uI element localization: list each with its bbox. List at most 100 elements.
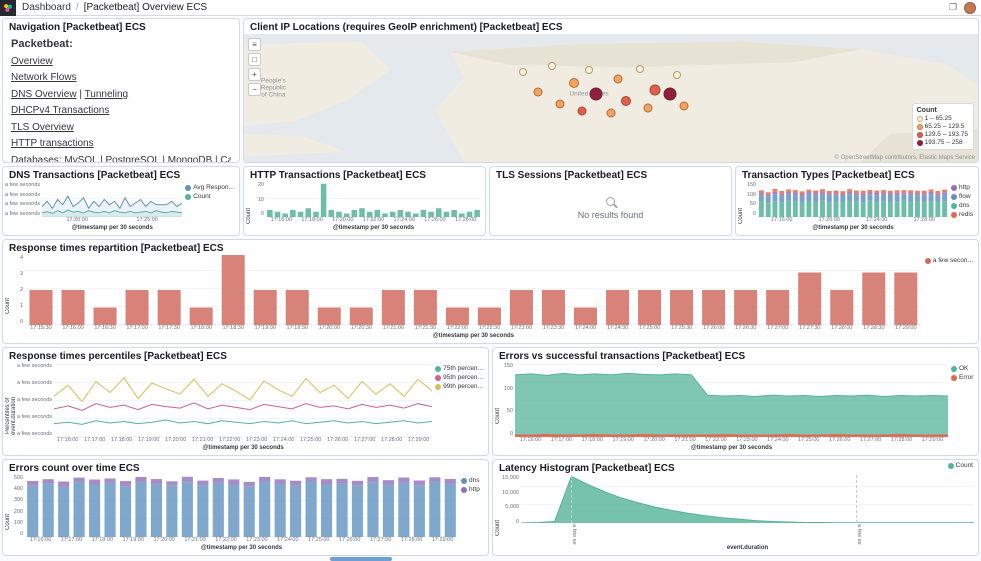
map-marker[interactable] <box>620 95 631 106</box>
share-icon[interactable]: ❐ <box>948 2 958 12</box>
panel-title-errors-vs-successful[interactable]: Errors vs successful transactions [Packe… <box>499 351 746 362</box>
map-zoom-out-icon[interactable]: − <box>248 83 261 96</box>
types-x-tick-labels: 17:16:00 17:20:00 17:24:00 17:28:00 <box>758 217 948 225</box>
map-marker[interactable] <box>584 65 593 74</box>
legend-item[interactable]: a few secon… <box>924 257 974 264</box>
legend-item[interactable]: OK <box>951 365 974 372</box>
errors-vs-legend: OK Error <box>948 363 974 453</box>
legend-label: 95th percen… <box>443 374 484 381</box>
transaction-types-chart[interactable] <box>758 182 948 217</box>
tick-label: 17:26:30 <box>734 325 757 331</box>
legend-swatch <box>185 193 192 200</box>
map-marker[interactable] <box>569 77 580 88</box>
legend-item[interactable]: flow <box>951 193 974 200</box>
panel-title-errors-count[interactable]: Errors count over time ECS <box>9 463 140 474</box>
tick-label: 17:20:00 <box>332 217 354 223</box>
response-times-percentiles-chart[interactable] <box>54 363 433 437</box>
panel-title-http-transactions[interactable]: HTTP Transactions [Packetbeat] ECS <box>250 170 426 181</box>
tick-label: 150 <box>746 182 756 188</box>
tick-label: 0 <box>752 210 756 217</box>
nav-link[interactable]: Cassandra <box>220 154 231 163</box>
tick-label: 17:29:00 <box>407 437 430 443</box>
panel-title-dns-transactions[interactable]: DNS Transactions [Packetbeat] ECS <box>9 170 181 181</box>
map-marker[interactable] <box>663 87 677 101</box>
scrollbar-thumb[interactable] <box>330 557 392 561</box>
no-results-text: No results found <box>577 210 644 220</box>
nav-link[interactable]: MySQL <box>64 154 98 163</box>
top-bar: Dashboard / [Packetbeat] Overview ECS ❐ <box>0 0 981 16</box>
response-times-repartition-chart[interactable] <box>25 255 922 325</box>
legend-item[interactable]: Count <box>947 462 973 469</box>
nav-link[interactable]: Overview <box>11 55 53 67</box>
panel-title-response-times-repartition[interactable]: Response times repartition [Packetbeat] … <box>9 243 224 254</box>
nav-link[interactable]: DHCPv4 Transactions <box>11 105 110 116</box>
nav-link[interactable]: MongoDB <box>167 154 213 163</box>
dns-transactions-chart[interactable] <box>42 182 183 217</box>
map-marker[interactable] <box>555 99 565 109</box>
errors-vs-successful-chart[interactable] <box>515 363 948 437</box>
tick-label: 17:23:00 <box>245 437 268 443</box>
legend-item[interactable]: 129.5 – 193.75 <box>916 131 968 138</box>
legend-item[interactable]: dns <box>951 202 974 209</box>
tick-label: 17:21:00 <box>382 325 405 331</box>
legend-label: 99th percen… <box>443 383 484 390</box>
nav-link[interactable]: Network Flows <box>11 72 77 83</box>
panel-title-client-ip-locations[interactable]: Client IP Locations (requires GeoIP enri… <box>250 22 563 33</box>
map-layers-icon[interactable]: ≡ <box>248 38 261 51</box>
map-canvas[interactable]: United States People's Republic of China… <box>244 34 978 162</box>
legend-item[interactable]: redis <box>951 211 974 218</box>
legend-item[interactable]: 95th percen… <box>435 374 484 381</box>
panel-title-transaction-types[interactable]: Transaction Types [Packetbeat] ECS <box>742 170 915 181</box>
user-avatar[interactable] <box>964 1 976 14</box>
nav-link[interactable]: Tunneling <box>84 88 129 100</box>
legend-item[interactable]: Avg Respon… <box>185 184 235 191</box>
map-marker[interactable] <box>613 74 623 84</box>
latency-annotation-line <box>570 475 572 523</box>
breadcrumb-dashboard[interactable]: Dashboard <box>22 2 71 13</box>
legend-item[interactable]: 1 – 65.25 <box>916 115 968 122</box>
panel-title-navigation[interactable]: Navigation [Packetbeat] ECS <box>9 22 146 33</box>
panel-title-latency-histogram[interactable]: Latency Histogram [Packetbeat] ECS <box>499 463 675 474</box>
legend-item[interactable]: http <box>461 486 484 493</box>
http-transactions-chart[interactable] <box>266 182 481 217</box>
legend-item[interactable]: 65.25 – 129.5 <box>916 123 968 130</box>
map-marker[interactable] <box>636 64 645 73</box>
map-marker[interactable] <box>548 62 557 70</box>
nav-link[interactable]: PostgreSQL <box>105 154 160 163</box>
legend-item[interactable]: 99th percen… <box>435 383 484 390</box>
map-marker[interactable] <box>518 68 527 77</box>
tick-label: 17:23:00 <box>510 325 533 331</box>
map-marker[interactable] <box>589 87 603 101</box>
tick-label: 17:22:00 <box>218 437 241 443</box>
errors-count-chart[interactable] <box>25 475 458 537</box>
latency-histogram-chart[interactable] <box>521 475 974 523</box>
nav-link[interactable]: HTTP transactions <box>11 138 94 149</box>
tick-label: 0 <box>260 211 264 217</box>
tick-label: 17:16:00 <box>29 537 52 543</box>
map-marker[interactable] <box>643 103 653 113</box>
tick-label: 500 <box>13 475 23 481</box>
map-zoom-in-icon[interactable]: + <box>248 68 261 81</box>
legend-item[interactable]: http <box>951 184 974 191</box>
panel-response-times-repartition: Response times repartition [Packetbeat] … <box>2 239 979 344</box>
legend-item[interactable]: Error <box>951 374 974 381</box>
map-marker[interactable] <box>679 101 689 111</box>
panel-title-response-times-percentiles[interactable]: Response times percentiles [Packetbeat] … <box>9 351 227 362</box>
map-draw-filter-icon[interactable]: □ <box>248 53 261 66</box>
map-marker[interactable] <box>606 108 616 118</box>
map-marker[interactable] <box>673 70 682 79</box>
nav-link[interactable]: DNS Overview <box>11 88 77 100</box>
panel-title-tls-sessions[interactable]: TLS Sessions [Packetbeat] ECS <box>496 170 648 181</box>
legend-item[interactable]: Count <box>185 193 235 200</box>
map-marker[interactable] <box>577 106 587 116</box>
map-marker[interactable] <box>533 87 543 97</box>
legend-item[interactable]: 75th percen… <box>435 365 484 372</box>
horizontal-scrollbar[interactable] <box>0 557 981 561</box>
nav-link[interactable]: TLS Overview <box>11 121 74 133</box>
legend-item[interactable]: dns <box>461 477 484 484</box>
legend-label: 1 – 65.25 <box>924 115 952 122</box>
legend-item[interactable]: 193.75 – 258 <box>916 139 968 146</box>
tick-label: 17:17:00 <box>83 437 106 443</box>
map-marker[interactable] <box>649 84 661 96</box>
elastic-logo[interactable] <box>0 0 16 16</box>
